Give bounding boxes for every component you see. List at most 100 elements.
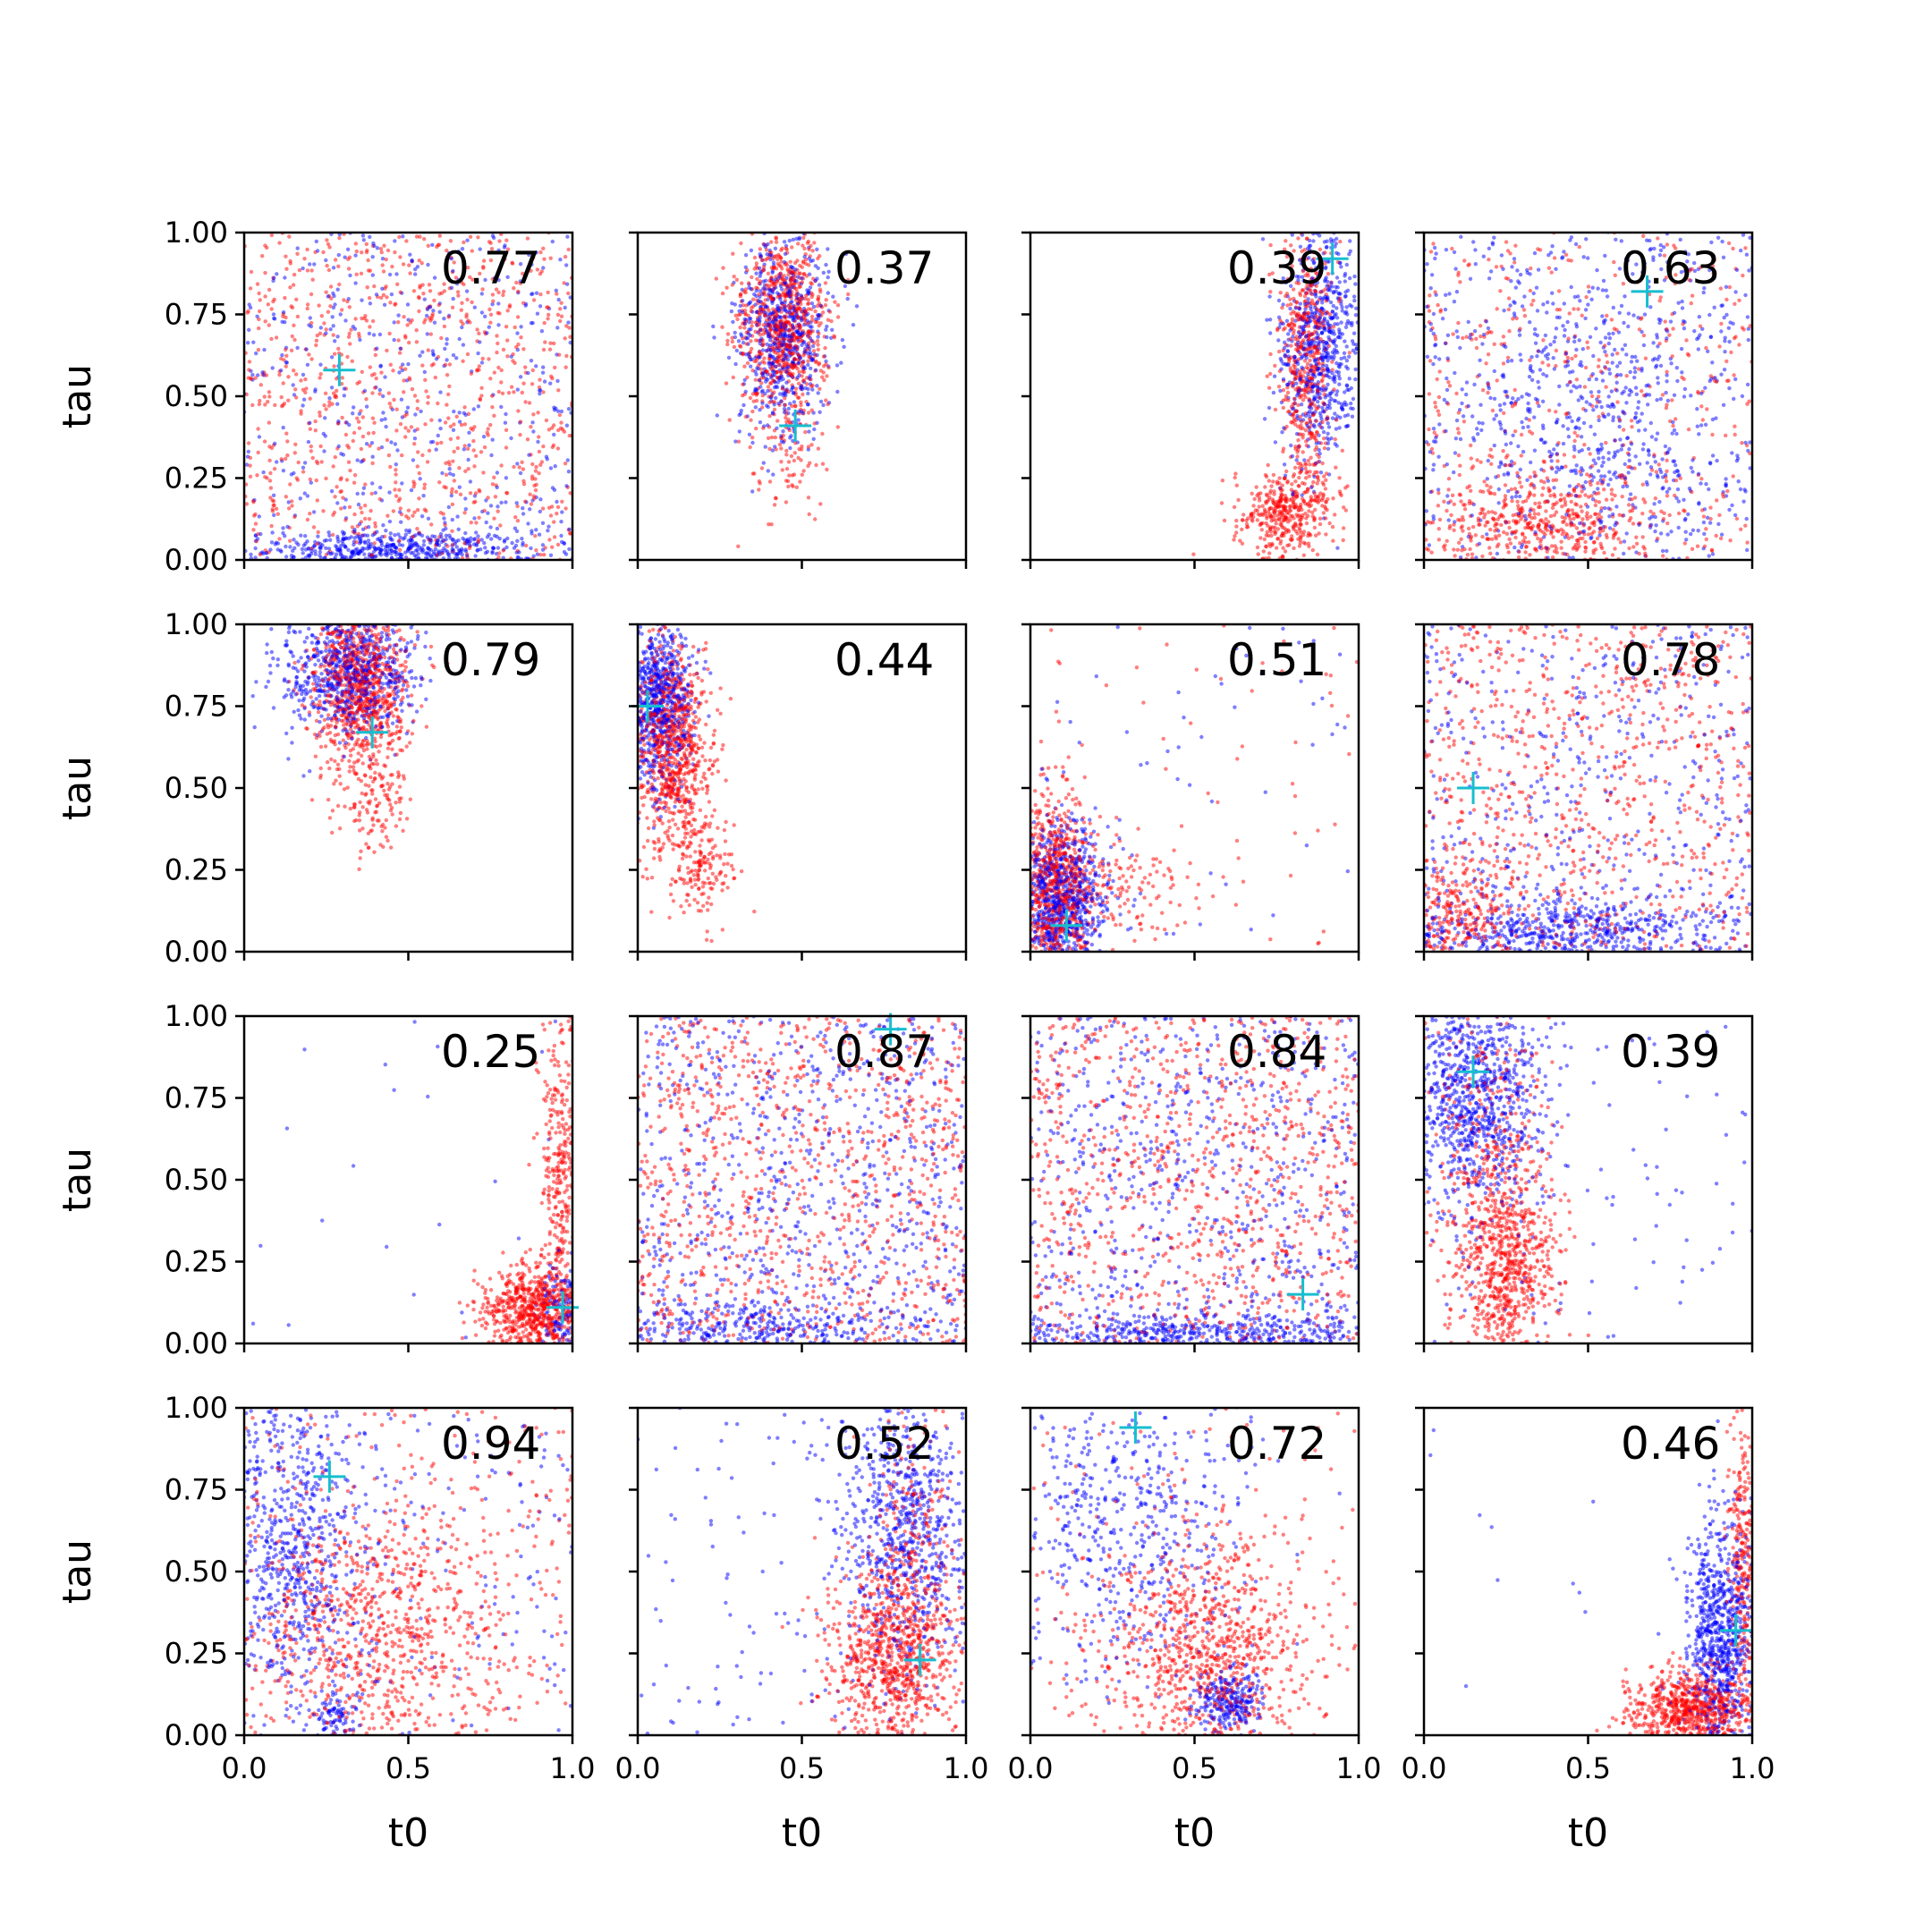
point-blue <box>787 238 792 243</box>
point-red <box>540 506 546 511</box>
point-blue <box>495 534 499 539</box>
point-red <box>551 443 556 447</box>
point-red <box>742 326 747 330</box>
point-blue <box>424 313 429 318</box>
point-red <box>1288 504 1292 508</box>
point-red <box>1268 290 1273 294</box>
point-red <box>1272 514 1276 519</box>
point-blue <box>1271 390 1276 395</box>
point-red <box>435 441 440 445</box>
point-red <box>387 402 392 406</box>
point-red <box>1302 369 1307 375</box>
point-blue <box>262 347 267 352</box>
point-blue <box>824 327 828 332</box>
point-red <box>1275 513 1280 518</box>
point-blue <box>464 289 470 293</box>
point-blue <box>782 343 786 347</box>
point-red <box>766 436 771 440</box>
point-blue <box>539 329 545 334</box>
point-red <box>386 391 391 395</box>
point-red <box>1321 436 1326 441</box>
point-red <box>821 354 826 359</box>
point-red <box>806 307 811 311</box>
point-red <box>492 516 496 521</box>
point-red <box>1241 513 1246 517</box>
point-blue <box>1330 350 1335 354</box>
point-red <box>285 439 290 444</box>
point-red <box>544 418 549 423</box>
point-red <box>417 309 421 314</box>
point-red <box>442 282 446 286</box>
point-red <box>812 341 817 345</box>
point-blue <box>773 246 778 250</box>
point-blue <box>796 292 801 296</box>
point-blue <box>1335 285 1340 290</box>
point-blue <box>336 539 341 544</box>
point-red <box>268 470 273 476</box>
point-red <box>398 255 402 259</box>
point-blue <box>807 429 811 434</box>
point-red <box>784 246 788 250</box>
point-blue <box>1335 316 1340 320</box>
point-red <box>1306 311 1311 316</box>
point-blue <box>743 265 748 269</box>
point-blue <box>1281 302 1285 307</box>
point-red <box>750 436 755 440</box>
point-blue <box>445 337 449 342</box>
point-red <box>372 372 377 377</box>
point-blue <box>733 330 737 335</box>
point-blue <box>360 233 366 238</box>
point-red <box>1280 305 1284 310</box>
point-red <box>511 359 515 363</box>
point-red <box>1232 504 1237 510</box>
point-blue <box>769 376 774 380</box>
point-red <box>414 328 419 333</box>
point-blue <box>788 445 792 451</box>
point-red <box>459 422 464 428</box>
point-red <box>1284 292 1290 296</box>
point-blue <box>800 343 804 347</box>
point-blue <box>779 301 784 305</box>
point-red <box>274 335 279 340</box>
point-red <box>339 506 343 511</box>
point-red <box>360 369 364 374</box>
point-blue <box>328 538 333 542</box>
point-blue <box>782 240 787 244</box>
point-red <box>504 238 509 242</box>
point-blue <box>801 411 805 415</box>
point-blue <box>273 441 277 446</box>
point-red <box>448 436 453 442</box>
point-red <box>459 308 463 312</box>
point-blue <box>1316 399 1320 404</box>
point-blue <box>1303 301 1308 307</box>
point-red <box>555 446 561 451</box>
point-blue <box>1331 291 1336 295</box>
point-red <box>1277 476 1282 480</box>
point-blue <box>322 449 326 453</box>
point-red <box>774 275 778 279</box>
point-blue <box>1347 354 1352 359</box>
point-red <box>537 449 542 454</box>
point-red <box>419 261 424 266</box>
point-red <box>385 348 389 353</box>
point-red <box>810 383 815 388</box>
point-red <box>454 414 459 419</box>
point-red <box>1330 368 1335 372</box>
point-red <box>792 338 797 343</box>
point-blue <box>348 555 353 559</box>
point-red <box>319 460 324 464</box>
point-red <box>428 289 433 293</box>
point-blue <box>451 472 455 478</box>
point-red <box>316 530 320 535</box>
point-red <box>292 369 296 373</box>
point-red <box>468 491 473 496</box>
point-red <box>1256 552 1260 556</box>
point-blue <box>768 354 773 359</box>
point-blue <box>261 470 266 475</box>
point-blue <box>826 275 830 280</box>
point-red <box>1240 518 1245 522</box>
point-red <box>368 325 372 329</box>
point-red <box>775 376 780 380</box>
point-blue <box>749 248 754 253</box>
point-red <box>323 391 328 395</box>
